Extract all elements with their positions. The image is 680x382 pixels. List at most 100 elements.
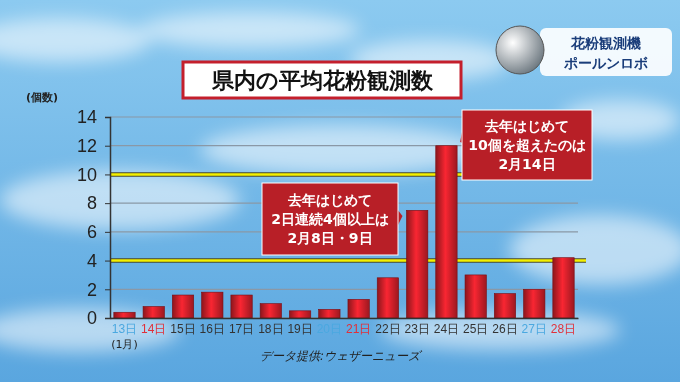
bar: [524, 289, 545, 318]
x-tick: 18日: [258, 318, 283, 336]
annotation: 去年はじめて 2日連続4個以上は 2月8日・9日: [262, 183, 402, 255]
grid-line: [110, 289, 578, 290]
bars: [114, 146, 574, 318]
y-tick-mark: [105, 289, 110, 290]
annotation-box: [462, 110, 592, 180]
x-tick: 15日: [170, 318, 195, 336]
y-tick: 12: [77, 136, 110, 156]
y-tick-label: 0: [87, 308, 97, 328]
x-tick: 22日: [375, 318, 400, 336]
y-tick: 8: [87, 193, 110, 213]
badge-text: ポールンロボ: [563, 55, 648, 71]
x-tick: 16日: [200, 318, 225, 336]
y-tick-mark: [105, 232, 110, 233]
x-sublabel: (1月): [111, 338, 138, 351]
y-tick-mark: [105, 318, 110, 319]
bar: [553, 258, 574, 318]
chart: 0 2 4 6 8 10 12 14 13日 14日 15日 16日 17日 18日 19日 20日 21日 22…: [0, 0, 680, 382]
source: データ提供:ウェザーニューズ: [260, 349, 423, 363]
y-tick-mark: [105, 261, 110, 262]
title: 県内の平均花粉観測数: [211, 68, 434, 93]
x-tick-label: 24日: [434, 322, 459, 336]
annotation: 去年はじめて10個を超えたのは2月14日: [460, 110, 592, 180]
bar: [436, 146, 457, 318]
cloud: [510, 215, 680, 285]
reference-line: [110, 259, 586, 262]
cloud: [140, 12, 360, 48]
bar: [319, 309, 340, 318]
bar: [114, 312, 135, 318]
x-tick-label: 26日: [492, 322, 517, 336]
annotation-box: [262, 183, 398, 255]
x-tick-label: 18日: [258, 322, 283, 336]
y-tick-label: 4: [87, 251, 97, 271]
x-tick-label: 20日: [317, 322, 342, 336]
y-tick-label: 6: [87, 222, 97, 242]
bar: [231, 295, 252, 318]
bar: [260, 304, 281, 318]
bar: [289, 311, 310, 318]
y-tick-label: 10: [77, 165, 97, 185]
x-tick: 24日: [434, 318, 459, 336]
y-axis: 0 2 4 6 8 10 12 14: [77, 107, 111, 328]
cloud: [0, 18, 150, 62]
title-box: [183, 62, 461, 98]
y-tick: 0: [87, 308, 110, 328]
reference-line-outline: [110, 258, 586, 263]
x-tick-label: 25日: [463, 322, 488, 336]
y-axis-label: (個数): [26, 91, 58, 104]
x-tick-label: 19日: [287, 322, 312, 336]
x-tick: 23日: [404, 318, 429, 336]
clouds: [0, 12, 680, 352]
x-tick: 21日: [346, 318, 371, 336]
x-tick-label: 23日: [404, 322, 429, 336]
annotation-text: 2月8日・9日: [287, 230, 372, 246]
x-tick: 20日: [317, 318, 342, 336]
y-tick-label: 2: [87, 280, 97, 300]
x-tick-label: 14日: [141, 322, 166, 336]
x-tick: 19日: [287, 318, 312, 336]
badge-icon: [496, 26, 544, 74]
y-tick: 4: [87, 251, 110, 271]
badge-box: [540, 28, 672, 76]
bar: [377, 278, 398, 318]
y-tick-mark: [105, 117, 110, 118]
bar: [465, 275, 486, 318]
bar: [406, 210, 427, 318]
y-tick-mark: [105, 146, 110, 147]
annotation-text: 去年はじめて: [484, 118, 569, 134]
texts: (個数) (1月) データ提供:ウェザーニューズ 県内の平均花粉観測数 花粉観測機ポール…: [26, 26, 672, 363]
y-tick-mark: [105, 174, 110, 175]
x-tick-label: 21日: [346, 322, 371, 336]
badge-text: 花粉観測機: [570, 35, 641, 51]
x-tick-label: 28日: [551, 322, 576, 336]
y-axis-line: [105, 118, 111, 319]
x-tick-label: 17日: [229, 322, 254, 336]
cloud: [0, 170, 240, 230]
bar: [202, 292, 223, 318]
y-tick-label: 8: [87, 193, 97, 213]
x-tick-label: 16日: [200, 322, 225, 336]
y-tick: 2: [87, 280, 110, 300]
x-tick-label: 13日: [112, 322, 137, 336]
y-tick-label: 14: [77, 107, 97, 127]
x-tick: 13日: [112, 318, 137, 336]
y-tick: 6: [87, 222, 110, 242]
bar: [143, 307, 164, 318]
x-tick-label: 22日: [375, 322, 400, 336]
x-tick: 25日: [463, 318, 488, 336]
annotation-text: 2日連続4個以上は: [271, 211, 388, 227]
annotation-text: 去年はじめて: [287, 192, 372, 208]
x-tick: 26日: [492, 318, 517, 336]
bar: [172, 295, 193, 318]
x-tick: 27日: [522, 318, 547, 336]
x-tick: 28日: [551, 318, 576, 336]
x-tick-label: 27日: [522, 322, 547, 336]
x-axis-line: [111, 318, 579, 320]
y-tick: 14: [77, 107, 110, 127]
annotation-text: 10個を超えたのは: [468, 137, 585, 153]
x-tick-label: 15日: [170, 322, 195, 336]
y-tick: 10: [77, 165, 110, 185]
y-tick-label: 12: [77, 136, 97, 156]
x-tick: 17日: [229, 318, 254, 336]
